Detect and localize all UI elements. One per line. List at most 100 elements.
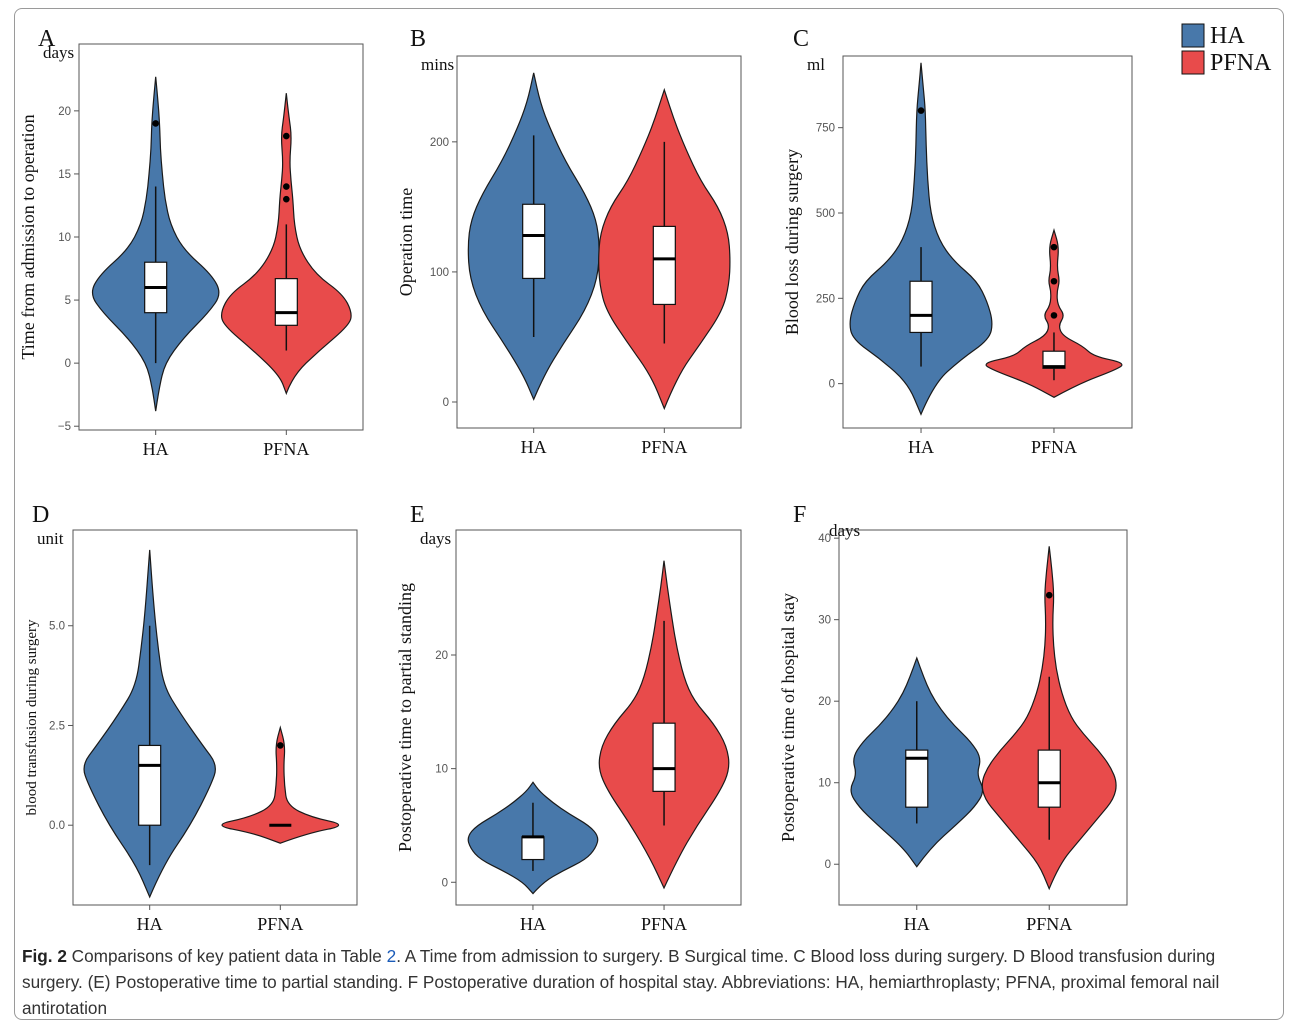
x-tick-label: PFNA: [1031, 437, 1077, 457]
legend-swatch-pfna: [1181, 50, 1205, 75]
y-tick-label: 20: [58, 106, 71, 118]
outlier-point: [917, 107, 925, 114]
violin-group-ha: [849, 62, 993, 416]
boxplot-box: [909, 280, 933, 334]
table-reference-link[interactable]: 2: [386, 946, 397, 966]
outlier-point: [1050, 312, 1058, 319]
y-tick-label: 250: [816, 293, 835, 305]
unit-label: unit: [37, 529, 64, 548]
x-tick-label: HA: [521, 437, 547, 457]
x-tick-label: HA: [520, 914, 546, 934]
violin-group-ha: [467, 781, 599, 895]
unit-label: ml: [807, 55, 825, 74]
y-tick-label: 40: [818, 533, 831, 545]
plot-area: [78, 43, 364, 431]
x-tick-label: HA: [904, 914, 930, 934]
y-tick-label: 20: [435, 650, 448, 662]
y-tick-label: −5: [58, 421, 71, 433]
y-tick-label: 0.0: [49, 820, 65, 832]
y-tick-label: 2.5: [49, 720, 65, 732]
boxplot-box: [1042, 350, 1066, 369]
outlier-point: [283, 195, 290, 203]
outlier-point: [1050, 243, 1058, 251]
y-tick-label: 500: [816, 208, 835, 220]
y-tick-label: 10: [58, 232, 71, 244]
legend-label-pfna: PFNA: [1210, 50, 1272, 76]
outlier-point: [283, 132, 290, 140]
y-axis-title: Postoperative time to partial standing: [395, 583, 415, 852]
violin-group-ha: [467, 72, 600, 401]
violin-group-ha: [850, 656, 984, 868]
boxplot-box: [1037, 749, 1061, 808]
y-tick-label: 30: [818, 615, 831, 627]
outlier-point: [283, 183, 290, 190]
x-tick-label: PFNA: [641, 914, 687, 934]
violin-group-pfna: [981, 546, 1117, 891]
panel-letter: B: [410, 26, 426, 52]
y-axis-title: Time from admission to operation: [18, 114, 38, 359]
y-tick-label: 0: [829, 379, 835, 391]
violin-group-pfna: [985, 227, 1123, 398]
violin-group-ha: [91, 76, 220, 412]
legend-swatch-ha: [1181, 23, 1205, 48]
y-tick-label: 15: [58, 169, 71, 181]
unit-label: days: [420, 529, 451, 548]
y-tick-label: 750: [816, 123, 835, 135]
y-axis-title: Postoperative time of hospital stay: [778, 593, 798, 842]
caption-label: Fig. 2: [22, 946, 67, 966]
boxplot-box: [652, 722, 676, 792]
y-axis-title: blood transfusion during surgery: [24, 619, 40, 815]
outlier-point: [277, 742, 284, 749]
boxplot-box: [522, 203, 546, 280]
panel-letter: C: [793, 26, 809, 52]
violin-group-pfna: [598, 87, 731, 411]
outlier-point: [1050, 277, 1058, 285]
unit-label: mins: [421, 55, 454, 74]
boxplot-box: [905, 749, 929, 808]
x-tick-label: PFNA: [263, 439, 309, 459]
boxplot-box: [521, 836, 545, 861]
y-tick-label: 5: [65, 295, 71, 307]
violin-group-ha: [83, 549, 216, 899]
plot-area: [838, 529, 1128, 906]
y-tick-label: 200: [430, 137, 449, 149]
figure-caption: Fig. 2 Comparisons of key patient data i…: [22, 943, 1262, 1021]
x-tick-label: HA: [908, 437, 934, 457]
y-tick-label: 0: [442, 877, 448, 889]
y-axis-title: Operation time: [396, 188, 416, 296]
caption-text-start: Comparisons of key patient data in Table: [66, 946, 387, 966]
unit-label: days: [43, 43, 74, 62]
violin-ha: [849, 62, 993, 416]
unit-label: days: [829, 521, 860, 540]
x-tick-label: HA: [137, 914, 163, 934]
y-tick-label: 0: [825, 859, 831, 871]
violin-group-pfna: [220, 93, 352, 396]
violin-group-pfna: [598, 560, 730, 890]
y-tick-label: 0: [65, 358, 71, 370]
outlier-point: [1045, 591, 1053, 599]
y-tick-label: 0: [443, 397, 449, 409]
caption-text-end: . A Time from admission to surgery. B Su…: [22, 946, 1220, 1018]
outlier-point: [152, 120, 159, 127]
y-tick-label: 10: [435, 764, 448, 776]
y-tick-label: 5.0: [49, 621, 65, 633]
boxplot-box: [652, 225, 676, 306]
panel-letter: D: [32, 502, 49, 528]
y-tick-label: 100: [430, 267, 449, 279]
figure-frame: [14, 8, 1284, 1020]
panel-letter: F: [793, 502, 806, 528]
y-tick-label: 20: [818, 696, 831, 708]
x-tick-label: PFNA: [1026, 914, 1072, 934]
y-axis-title: Blood loss during surgery: [782, 149, 802, 335]
chart-panel-c: Cml 0 250 500 750 Blood loss during surgery HA…: [782, 26, 1133, 457]
y-tick-label: 10: [818, 778, 831, 790]
x-tick-label: PFNA: [641, 437, 687, 457]
violin-group-pfna: [221, 725, 340, 844]
